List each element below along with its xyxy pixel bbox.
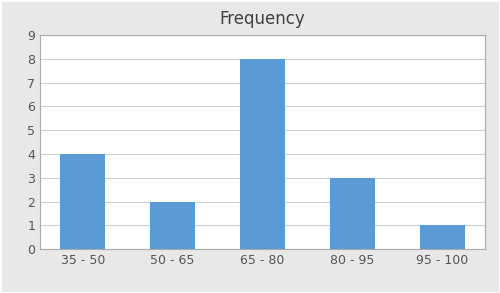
Bar xyxy=(420,225,465,249)
Bar xyxy=(60,154,105,249)
Bar xyxy=(240,59,285,249)
Bar xyxy=(150,202,195,249)
Bar xyxy=(330,178,375,249)
Title: Frequency: Frequency xyxy=(220,10,306,28)
